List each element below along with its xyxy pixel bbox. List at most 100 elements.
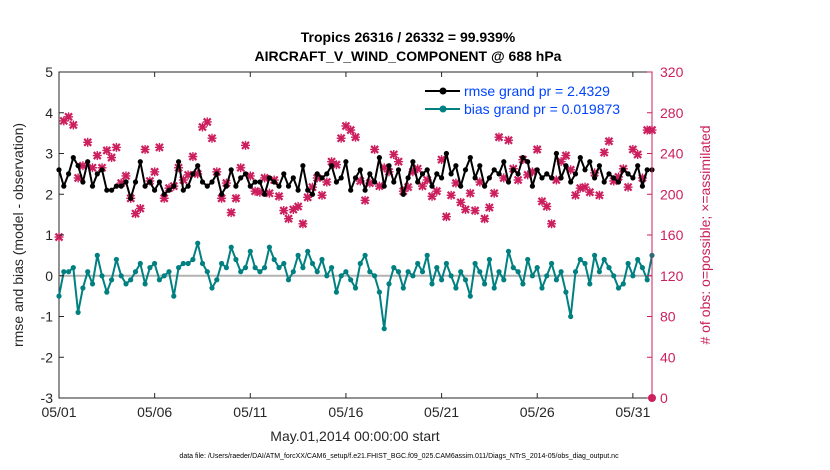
obs-marker [298,219,308,229]
rmse-point [482,183,488,189]
bias-point [99,273,105,279]
rmse-point [156,179,162,185]
rmse-point [568,179,574,185]
obs-marker [111,142,121,152]
left-tick-label: 0 [45,268,53,284]
rmse-point [233,183,239,189]
rmse-point [520,155,526,161]
rmse-point [491,167,497,173]
obs-marker [484,202,494,212]
rmse-point [419,171,426,177]
rmse-point [439,175,445,181]
rmse-point [333,179,339,185]
rmse-point [343,159,349,165]
bias-point [582,260,588,267]
bias-point [568,313,574,320]
bias-point [333,289,339,295]
bias-point [118,273,124,279]
bias-point [577,256,583,263]
rmse-point [319,175,325,181]
bias-point [89,281,96,287]
bias-point [472,260,478,267]
assimilated-obs-markers [54,112,657,242]
bias-point [314,269,320,275]
bias-point [367,269,373,275]
rmse-point [271,179,277,185]
x-tick-label: 05/01 [41,404,76,420]
rmse-point [242,171,249,177]
rmse-point [376,155,382,161]
rmse-point [405,175,411,181]
obs-marker [446,190,456,200]
rmse-point [510,167,516,173]
rmse-point [285,183,292,189]
legend-rmse-marker [439,87,447,95]
bias-point [285,277,292,283]
obs-marker [322,177,332,187]
rmse-point [75,163,81,169]
rmse-point [314,171,320,177]
bias-point [510,265,516,271]
bias-point [338,273,344,279]
obs-marker [202,117,212,127]
obs-marker [317,190,327,200]
obs-marker [140,144,150,154]
bias-point [300,265,306,271]
chart-title-line2: AIRCRAFT_V_WIND_COMPONENT @ 688 hPa [255,48,562,64]
right-tick-label: 320 [660,64,684,80]
rmse-point [99,167,105,173]
rmse-point [94,171,100,177]
rmse-point [80,179,86,185]
bias-point [544,273,550,279]
bias-point [596,269,603,275]
x-tick-label: 05/26 [520,404,555,420]
rmse-point [171,183,177,189]
rmse-point [496,171,502,177]
bias-point [262,265,268,271]
rmse-point [295,187,301,193]
right-tick-label: 200 [660,186,684,202]
bias-point [386,281,392,287]
obs-marker [633,150,643,160]
rmse-point [309,191,316,197]
rmse-point [615,179,622,185]
left-tick-label: 1 [45,227,53,243]
bias-point [257,269,263,275]
bias-point [185,260,191,267]
obs-marker [279,206,289,216]
bias-point [352,285,359,291]
rmse-point [505,179,512,185]
bias-point [152,260,158,267]
right-tick-label: 280 [660,105,684,121]
obs-marker [513,175,523,185]
rmse-point [204,183,210,189]
bias-point [496,269,502,275]
bias-point [61,269,67,275]
legend-bias-text: bias grand pr = 0.019873 [464,101,620,117]
rmse-point [199,179,206,185]
bias-point [214,277,220,283]
obs-marker [394,157,404,167]
rmse-point [391,179,397,185]
rmse-point [209,179,215,185]
rmse-point [266,175,272,181]
bias-point [458,269,464,275]
x-tick-label: 05/21 [424,404,459,420]
bias-point [391,265,397,271]
bias-point [395,269,402,275]
bias-point [405,269,411,275]
obs-marker [207,133,217,143]
obs-marker [274,191,284,201]
rmse-point [582,167,588,173]
rmse-point [223,183,229,189]
rmse-point [611,175,617,181]
obs-marker [480,214,490,224]
obs-marker [360,195,370,205]
rmse-point [66,171,72,177]
rmse-point [553,150,560,157]
obs-marker [470,206,480,216]
left-tick-label: -1 [41,309,54,325]
obs-marker [107,153,117,163]
rmse-point [443,150,449,157]
bias-point [348,277,354,283]
